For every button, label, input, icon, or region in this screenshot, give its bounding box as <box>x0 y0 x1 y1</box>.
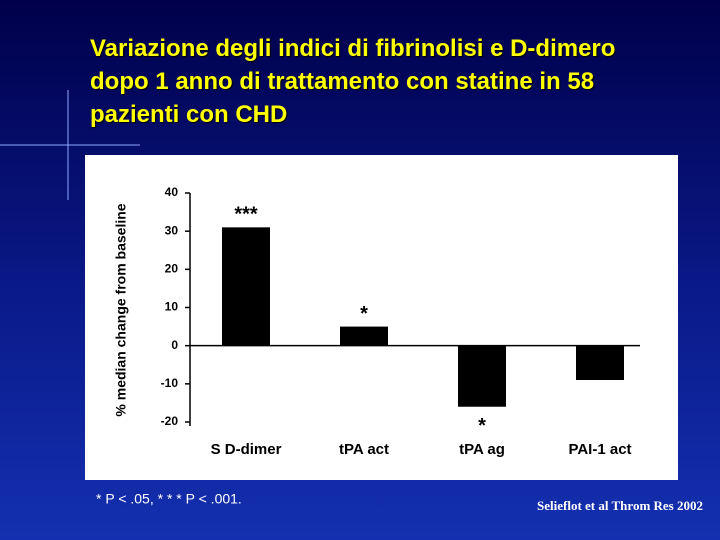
y-axis-label: % median change from baseline <box>113 203 129 416</box>
significance-label: * <box>478 415 486 437</box>
significance-label: * <box>360 303 368 325</box>
bar <box>340 326 388 346</box>
y-tick-label: -10 <box>161 376 179 390</box>
source: Selieflot et al Throm Res 2002 <box>537 498 703 513</box>
slide-title: Variazione degli indici di fibrinolisi e… <box>90 35 616 128</box>
y-tick-label: 0 <box>171 338 178 352</box>
y-tick-label: -20 <box>161 414 179 428</box>
y-tick-label: 40 <box>165 185 179 199</box>
y-tick-label: 30 <box>165 223 179 237</box>
chart-panel <box>85 155 678 480</box>
bar <box>458 345 506 407</box>
bar <box>222 227 270 346</box>
x-tick-label: PAI-1 act <box>568 441 631 458</box>
y-tick-label: 10 <box>165 300 179 314</box>
x-tick-label: tPA ag <box>459 441 505 458</box>
x-tick-label: tPA act <box>339 441 389 458</box>
x-tick-label: S D-dimer <box>211 441 282 458</box>
significance-label: *** <box>234 204 258 226</box>
y-tick-label: 20 <box>165 262 179 276</box>
bar <box>576 345 624 381</box>
footnote: * P < .05, * * * P < .001. <box>96 491 242 507</box>
